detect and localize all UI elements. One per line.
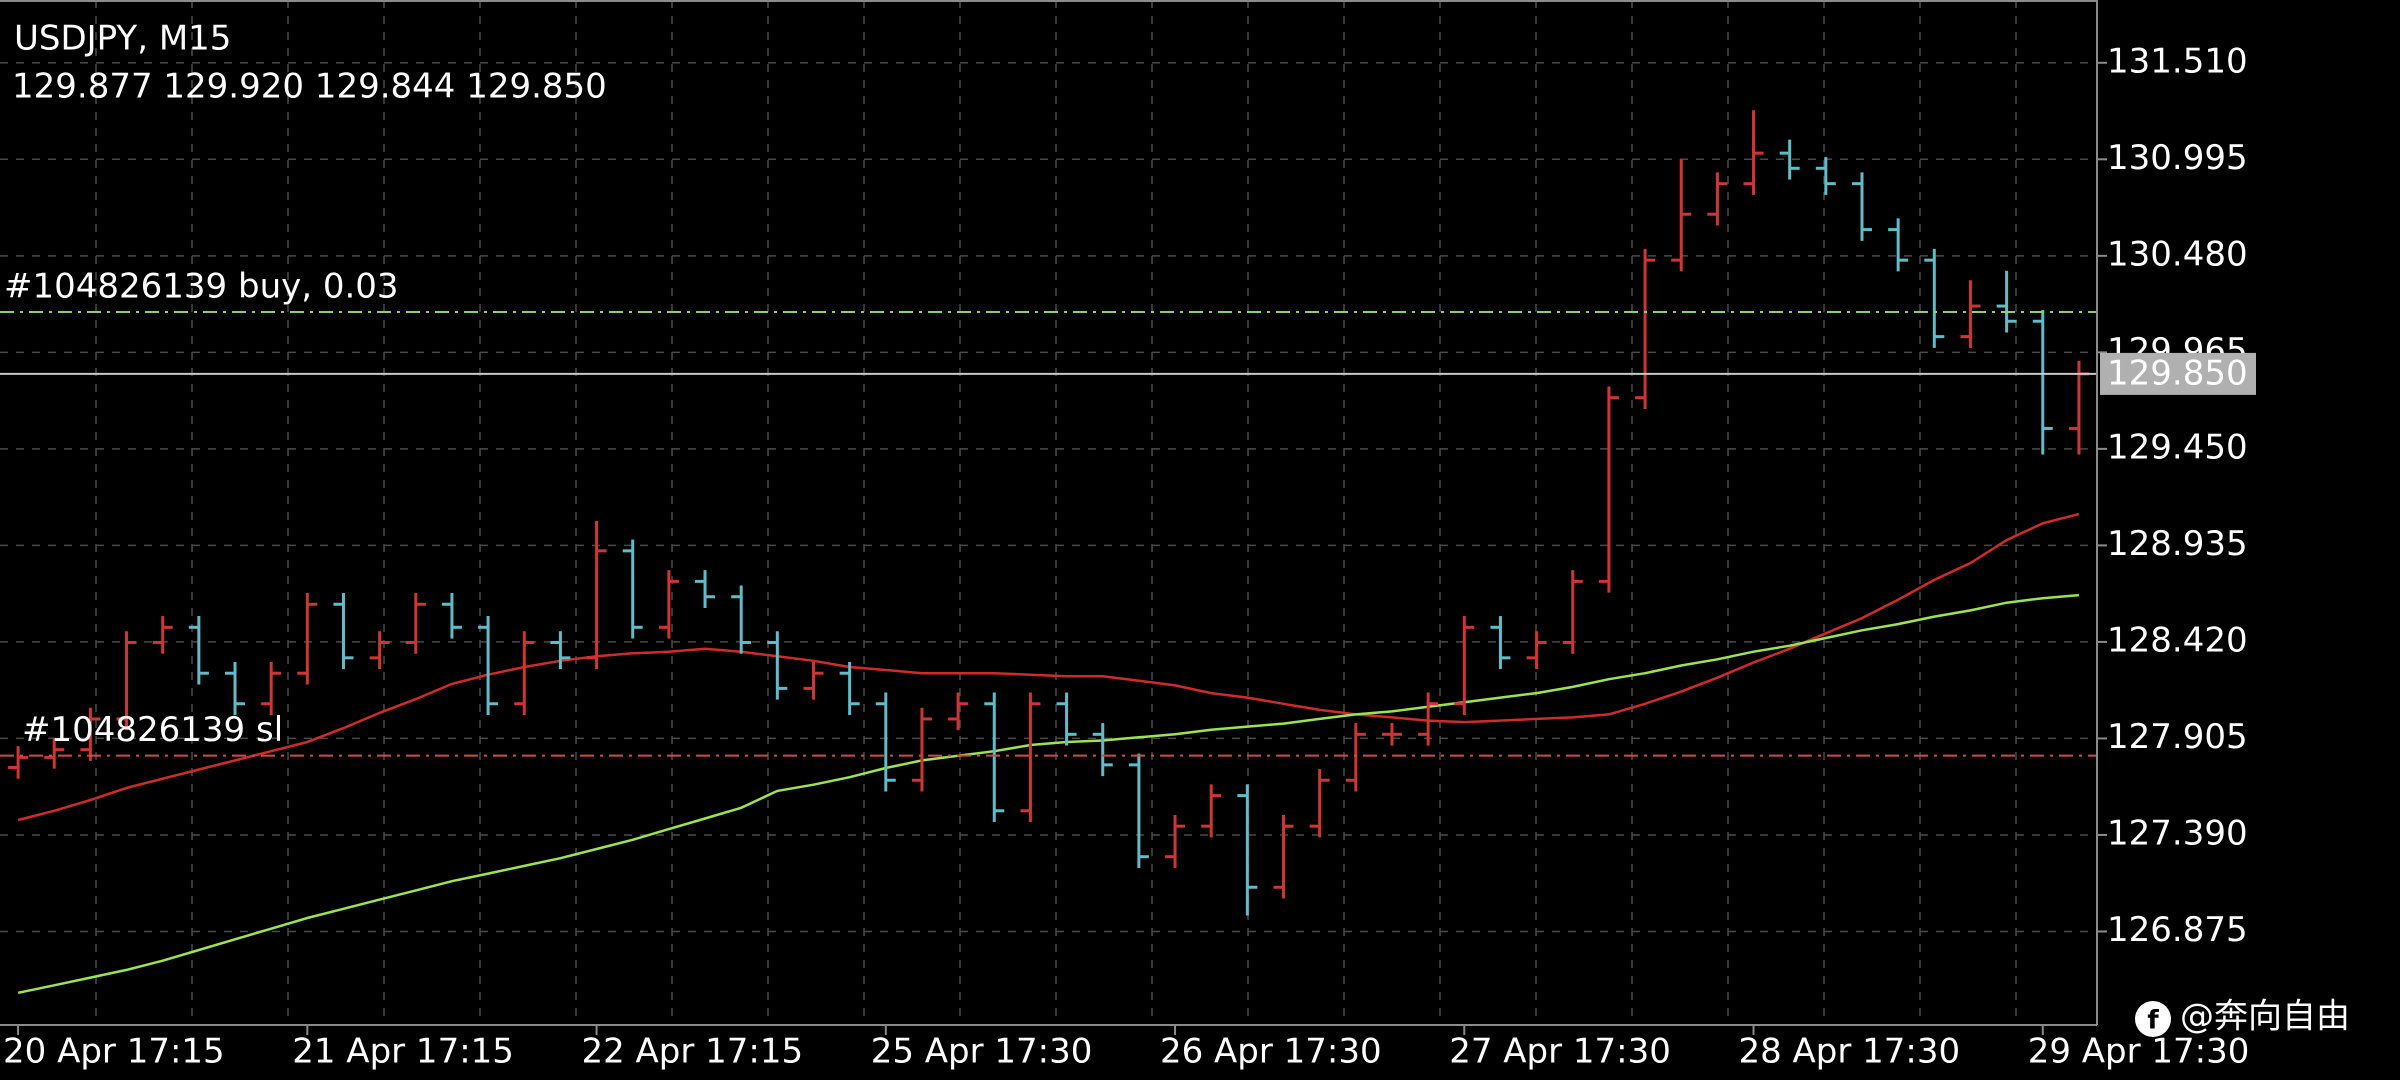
x-tick-label: 27 Apr 17:30 xyxy=(1449,1032,1671,1072)
svg-text:f: f xyxy=(2147,1006,2159,1036)
price-box xyxy=(2100,352,2256,395)
quote: 129.877 129.920 129.844 129.850 xyxy=(12,67,607,107)
grid: 131.510130.995130.480129.965129.450128.9… xyxy=(0,0,2249,1072)
x-tick-label: 25 Apr 17:30 xyxy=(871,1032,1093,1072)
overlay: #104826139 buy, 0.03 #104826139 sl 129.850 xyxy=(0,0,2256,1026)
y-tick-label: 128.420 xyxy=(2107,620,2248,660)
order-label: #104826139 buy, 0.03 xyxy=(4,267,399,307)
x-tick-label: 26 Apr 17:30 xyxy=(1160,1032,1382,1072)
y-tick-label: 126.875 xyxy=(2107,910,2248,950)
watermark-icon: f xyxy=(2135,1001,2171,1037)
chart-title: USDJPY, M15 xyxy=(14,19,231,59)
x-tick-label: 21 Apr 17:15 xyxy=(292,1032,514,1072)
x-tick-label: 29 Apr 17:30 xyxy=(2028,1032,2250,1072)
price-label: 129.850 xyxy=(2107,353,2248,393)
x-tick-label: 22 Apr 17:15 xyxy=(581,1032,803,1072)
y-tick-label: 127.390 xyxy=(2107,813,2248,853)
marks xyxy=(8,110,2089,995)
y-tick-label: 128.935 xyxy=(2107,524,2248,564)
y-tick-label: 127.905 xyxy=(2107,717,2248,757)
x-tick-label: 20 Apr 17:15 xyxy=(3,1032,225,1072)
y-tick-label: 130.995 xyxy=(2107,138,2248,178)
y-tick-label: 131.510 xyxy=(2107,41,2248,81)
x-tick-label: 28 Apr 17:30 xyxy=(1738,1032,1960,1072)
watermark: @奔向自由 xyxy=(2180,997,2350,1037)
moving-average xyxy=(17,512,2080,822)
y-tick-label: 130.480 xyxy=(2107,234,2248,274)
y-tick-label: 129.450 xyxy=(2107,427,2248,467)
moving-average xyxy=(17,593,2080,995)
order-label: #104826139 sl xyxy=(22,710,283,750)
